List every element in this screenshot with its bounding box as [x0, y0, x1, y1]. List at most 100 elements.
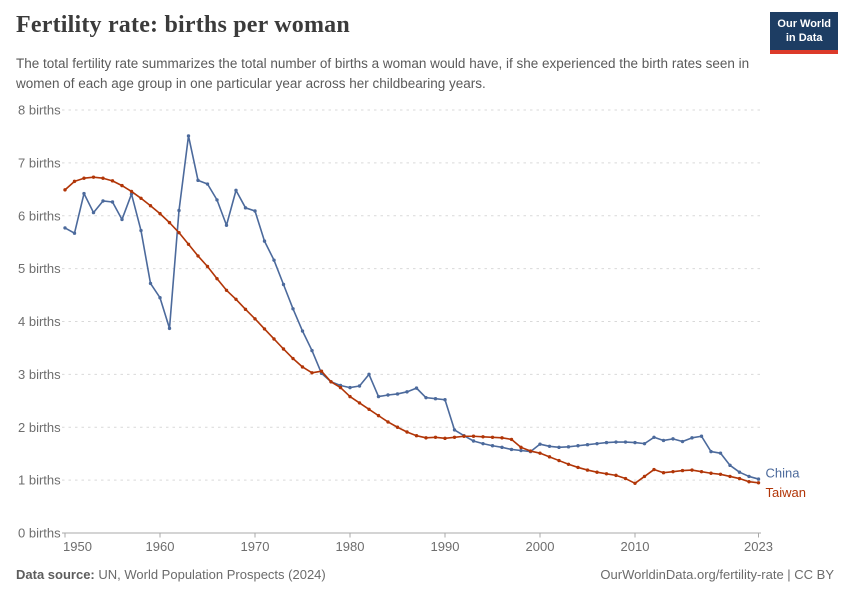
china-marker [433, 396, 438, 401]
taiwan-marker [329, 380, 333, 384]
y-axis-tick-label: 2 births [18, 420, 61, 435]
taiwan-line[interactable] [64, 176, 760, 485]
china-marker [424, 395, 428, 400]
taiwan-marker [319, 369, 324, 373]
china-marker [158, 296, 162, 300]
china-marker [139, 228, 143, 233]
series-label-taiwan[interactable]: Taiwan [766, 485, 806, 500]
china-marker [490, 444, 495, 448]
china-marker [652, 435, 656, 439]
china-marker [414, 386, 419, 390]
china-marker [281, 282, 286, 287]
series-label-china[interactable]: China [766, 466, 801, 481]
taiwan-marker [500, 436, 504, 440]
taiwan-marker [253, 317, 257, 321]
china-marker [595, 441, 599, 446]
taiwan-marker [471, 434, 476, 438]
china-marker [205, 182, 210, 186]
taiwan-marker [633, 481, 637, 485]
y-axis-tick-label: 4 births [18, 314, 61, 329]
china-marker [509, 447, 514, 452]
china-marker [196, 178, 200, 183]
china-marker [566, 445, 571, 449]
china-marker [519, 448, 523, 453]
taiwan-marker [490, 435, 495, 439]
taiwan-marker [585, 468, 590, 472]
owid-logo[interactable]: Our World in Data [770, 12, 838, 54]
taiwan-marker [737, 476, 742, 481]
taiwan-marker [196, 254, 200, 258]
china-marker [709, 449, 713, 454]
taiwan-marker [718, 472, 723, 477]
page-title: Fertility rate: births per woman [16, 12, 350, 38]
china-marker [291, 307, 295, 311]
taiwan-marker [405, 430, 409, 434]
y-axis-tick-label: 0 births [18, 526, 61, 541]
taiwan-marker [528, 449, 533, 453]
taiwan-marker [139, 196, 143, 201]
taiwan-marker [281, 347, 286, 351]
china-marker [633, 440, 637, 445]
taiwan-marker [652, 467, 656, 472]
china-marker [737, 470, 742, 474]
china-marker [547, 444, 552, 448]
china-marker [756, 477, 761, 481]
taiwan-marker [642, 474, 647, 479]
china-marker [72, 231, 77, 235]
taiwan-marker [243, 307, 248, 312]
taiwan-marker [690, 468, 694, 472]
taiwan-marker [709, 471, 713, 475]
taiwan-marker [557, 458, 561, 463]
china-marker [680, 439, 685, 444]
x-axis-tick-label: 1970 [241, 539, 270, 554]
china-marker [148, 281, 153, 286]
taiwan-marker [680, 468, 685, 473]
china-marker [386, 393, 390, 397]
china-marker [272, 258, 276, 262]
taiwan-marker [661, 471, 666, 475]
china-marker [253, 209, 257, 213]
taiwan-marker [101, 176, 105, 180]
china-marker [557, 445, 561, 450]
taiwan-marker [699, 469, 704, 474]
taiwan-marker [357, 401, 362, 405]
china-marker [215, 198, 219, 202]
china-marker [262, 239, 267, 243]
china-marker [63, 226, 67, 230]
taiwan-marker [756, 481, 761, 485]
taiwan-marker [604, 472, 609, 476]
taiwan-marker [566, 462, 571, 466]
china-marker [300, 329, 305, 333]
taiwan-marker [481, 435, 485, 439]
china-marker [481, 441, 485, 446]
owid-logo-line2: in Data [785, 32, 823, 45]
taiwan-marker [395, 425, 400, 429]
china-marker [452, 428, 457, 432]
taiwan-marker [376, 413, 381, 418]
taiwan-marker [519, 445, 523, 450]
y-axis-tick-label: 3 births [18, 367, 61, 382]
taiwan-marker [452, 435, 457, 439]
taiwan-marker [348, 394, 352, 399]
china-marker [728, 463, 732, 468]
page-subtitle: The total fertility rate summarizes the … [16, 56, 750, 92]
footer-source-label: Data source: [16, 567, 95, 582]
y-axis-tick-label: 8 births [18, 103, 61, 118]
china-marker [405, 390, 409, 394]
taiwan-marker [215, 276, 219, 281]
taiwan-marker [158, 211, 162, 216]
taiwan-marker [443, 436, 447, 441]
x-axis-tick-label: 2000 [526, 539, 555, 554]
taiwan-marker [291, 356, 295, 361]
taiwan-marker [576, 465, 580, 470]
taiwan-marker [538, 451, 542, 455]
taiwan-marker [367, 407, 371, 411]
taiwan-marker [433, 435, 438, 439]
x-axis-tick-label: 1950 [63, 539, 92, 554]
china-marker [234, 188, 238, 193]
footer-link[interactable]: OurWorldinData.org/fertility-rate | CC B… [600, 567, 834, 582]
taiwan-marker [424, 436, 428, 440]
china-marker [177, 208, 181, 213]
taiwan-marker [120, 183, 124, 188]
